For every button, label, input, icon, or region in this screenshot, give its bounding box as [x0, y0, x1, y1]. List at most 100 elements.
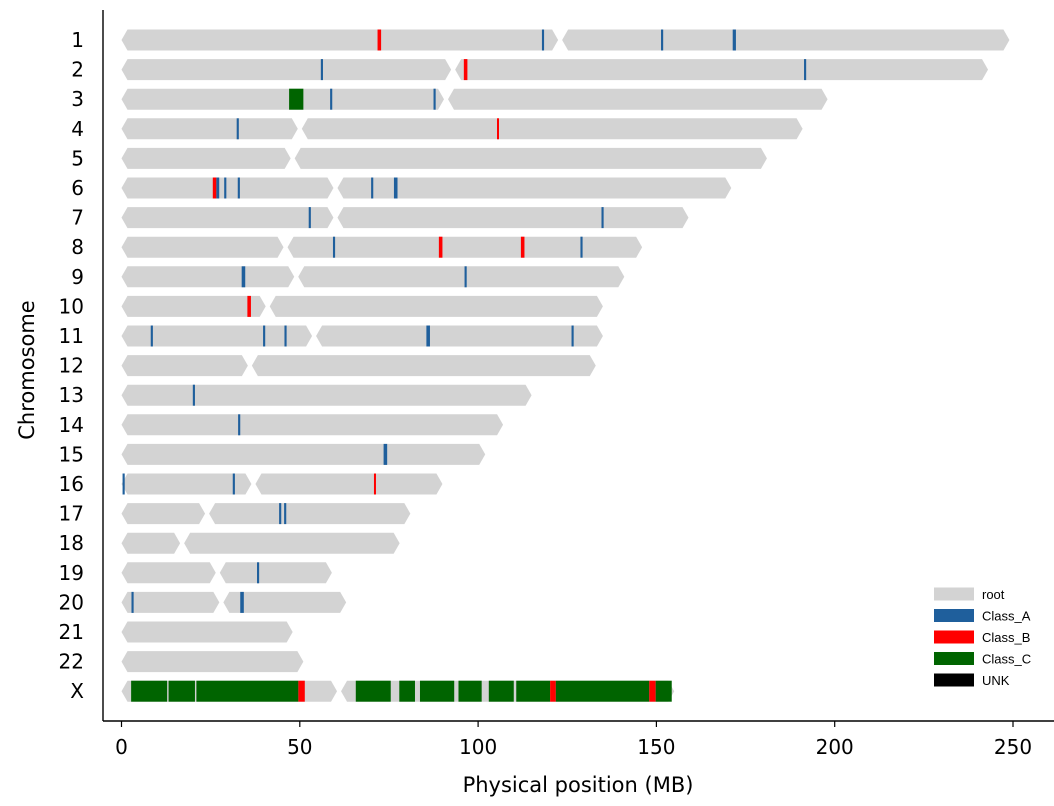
segment-class_a: [236, 118, 239, 140]
segment-class_b: [520, 236, 525, 258]
chromosome-9: [121, 266, 625, 288]
legend-swatch-root: [934, 587, 974, 601]
segment-class_a: [241, 266, 246, 288]
chromosome-arm-p: [121, 266, 295, 288]
y-tick-label: 4: [71, 117, 84, 141]
axes: [102, 10, 1054, 722]
chromosome-10: [121, 295, 603, 317]
chromosome-arm-q: [301, 118, 803, 140]
segment-class_a: [122, 473, 125, 495]
chromosome-5: [121, 147, 767, 169]
y-tick-label: X: [70, 679, 84, 703]
chromosome-16: [121, 473, 443, 495]
segment-class_b: [373, 473, 376, 495]
segment-class_b: [212, 177, 217, 199]
y-tick-label: 16: [59, 472, 84, 496]
chromosome-1: [121, 29, 1010, 51]
y-tick-label: 11: [59, 324, 84, 348]
segment-class_a: [571, 325, 574, 347]
segment-class_a: [433, 88, 436, 110]
x-tick-label: 150: [637, 735, 675, 759]
chromosome-4: [121, 118, 803, 140]
chromosome-arm: [121, 443, 486, 465]
segment-class_a: [257, 562, 260, 584]
chromosome-arm-q: [562, 29, 1010, 51]
chromosome-arm-q: [287, 236, 643, 258]
segment-class_a: [732, 29, 736, 51]
segment-class_c: [488, 680, 514, 702]
y-tick-label: 13: [59, 383, 84, 407]
y-tick-label: 12: [59, 354, 84, 378]
y-tick-label: 10: [59, 294, 84, 318]
x-tick-label: 100: [459, 735, 497, 759]
y-tick-label: 15: [59, 442, 84, 466]
x-tick-label: 0: [115, 735, 128, 759]
segment-class_a: [580, 236, 583, 258]
chromosome-3: [121, 88, 828, 110]
chromosome-arm-q: [298, 266, 625, 288]
y-tick-label: 9: [71, 265, 84, 289]
y-tick-label: 21: [59, 620, 84, 644]
y-tick-label: 8: [71, 235, 84, 259]
chromosome-arm-p: [121, 295, 266, 317]
segment-class_a: [150, 325, 153, 347]
segment-class_a: [192, 384, 195, 406]
chromosome-13: [121, 384, 532, 406]
y-tick-label: 19: [59, 561, 84, 585]
segment-class_a: [804, 59, 807, 81]
chromosome-arm-p: [121, 591, 220, 613]
segment-class_c: [289, 88, 304, 110]
segment-class_c: [399, 680, 415, 702]
chromosome-bars: [121, 29, 1010, 702]
segment-class_a: [279, 503, 282, 525]
chromosome-arm-p: [121, 177, 334, 199]
chromosome-11: [121, 325, 603, 347]
segment-class_c: [516, 680, 551, 702]
chromosome-14: [121, 414, 504, 436]
chromosome-17: [121, 503, 411, 525]
segment-class_b: [463, 59, 468, 81]
segment-class_a: [383, 443, 388, 465]
chromosome-arm-q: [223, 591, 347, 613]
segment-class_a: [371, 177, 374, 199]
segment-class_a: [224, 177, 227, 199]
segment-class_a: [238, 414, 241, 436]
segment-class_b: [550, 680, 556, 702]
chromosome-7: [121, 207, 689, 229]
chromosome-18: [121, 532, 400, 554]
chromosome-20: [121, 591, 347, 613]
chromosome-arm-p: [121, 562, 216, 584]
legend-swatch-class_c: [934, 652, 974, 665]
segment-class_a: [232, 473, 235, 495]
segment-class_b: [377, 29, 382, 51]
chromosome-arm-p: [121, 118, 298, 140]
segment-class_a: [216, 177, 220, 199]
segment-class_c: [458, 680, 482, 702]
y-tick-label: 1: [71, 28, 84, 52]
chromosome-arm-p: [121, 532, 181, 554]
legend-label: root: [982, 587, 1005, 602]
chromosome-arm-q: [448, 88, 828, 110]
segment-class_a: [308, 207, 311, 229]
chromosome-arm-q: [219, 562, 332, 584]
y-tick-label: 5: [71, 146, 84, 170]
legend: root Class_A Class_B Class_C UNK: [934, 587, 1031, 688]
legend-swatch-class_b: [934, 630, 974, 644]
segment-class_a: [426, 325, 430, 347]
chromosome-19: [121, 562, 332, 584]
chromosome-arm-p: [121, 473, 252, 495]
segment-class_b: [496, 118, 499, 140]
segment-class_a: [237, 177, 240, 199]
segment-class_a: [601, 207, 604, 229]
x-tick-label: 50: [287, 735, 312, 759]
chromosome-12: [121, 355, 596, 377]
y-tick-label: 22: [59, 650, 84, 674]
segment-class_c: [555, 680, 650, 702]
chromosome-21: [121, 621, 293, 643]
segment-class_a: [284, 325, 287, 347]
segment-class_a: [284, 503, 287, 525]
segment-class_b: [649, 680, 656, 702]
segment-class_a: [464, 266, 467, 288]
y-tick-label: 3: [71, 87, 84, 111]
segment-class_c: [355, 680, 391, 702]
